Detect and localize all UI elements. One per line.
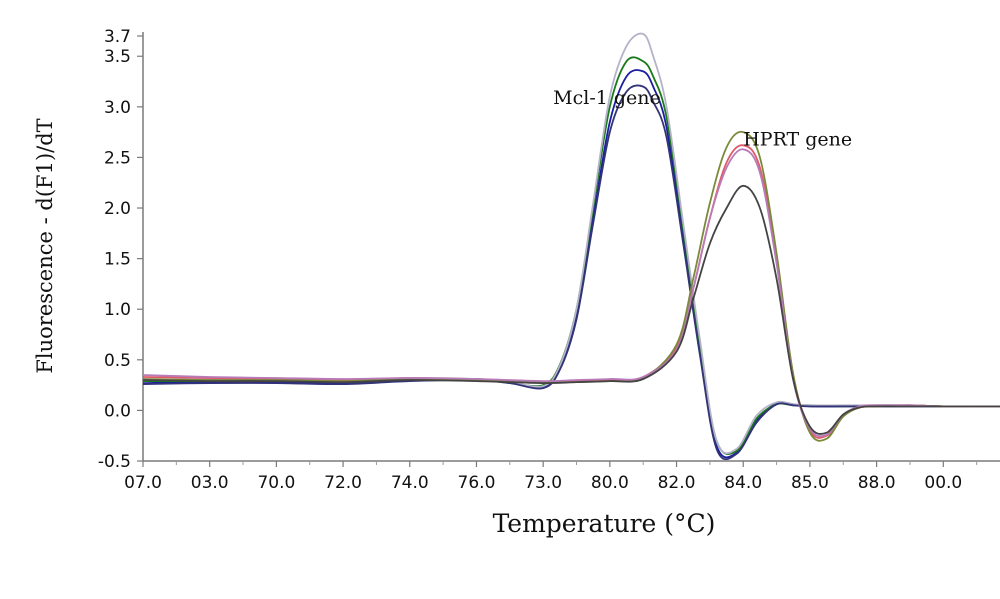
annotation-1: Mcl-1 gene bbox=[553, 87, 661, 109]
x-axis-ticks: 07.0 03.0 70.0 72.0 74.0 76.0 73.0 80.0 82.0 84.0… bbox=[124, 461, 978, 493]
series-line-6 bbox=[142, 130, 1000, 442]
x-axis-title: Temperature (°C) bbox=[493, 509, 716, 538]
annotations: Mcl-1 gene HPRT gene bbox=[553, 87, 852, 150]
y-tick-label: 3.5 bbox=[104, 47, 131, 67]
x-tick-label: 84.0 bbox=[724, 473, 762, 493]
series-line-7 bbox=[142, 148, 1000, 438]
x-tick-label: 70.0 bbox=[257, 473, 295, 493]
x-tick-label: 74.0 bbox=[391, 473, 429, 493]
series-line-4 bbox=[142, 84, 1000, 461]
axes bbox=[142, 32, 1000, 462]
x-tick-label: 82.0 bbox=[658, 473, 696, 493]
y-tick-label: 1.0 bbox=[104, 300, 131, 320]
x-tick-label: 76.0 bbox=[458, 473, 496, 493]
x-tick-label: 80.0 bbox=[591, 473, 629, 493]
y-tick-label: 2.0 bbox=[104, 199, 131, 219]
series-line-5 bbox=[142, 144, 1000, 439]
y-tick-label: 1.5 bbox=[104, 250, 131, 270]
y-tick-label: 0.0 bbox=[104, 401, 131, 421]
series-line-8 bbox=[142, 184, 1000, 435]
x-tick-label: 03.0 bbox=[191, 473, 229, 493]
series-line-1 bbox=[142, 69, 1000, 459]
x-tick-label: 73.0 bbox=[524, 473, 562, 493]
series-line-2 bbox=[142, 56, 1000, 455]
y-axis-title: Fluorescence - d(F1)/dT bbox=[33, 118, 57, 373]
y-axis-ticks: -0.5 0.0 0.5 1.0 1.5 2.0 2.5 3.0 3.53.7 bbox=[98, 27, 143, 472]
x-tick-label: 72.0 bbox=[324, 473, 362, 493]
y-tick-label: 2.5 bbox=[104, 148, 131, 168]
x-tick-label: 07.0 bbox=[124, 473, 162, 493]
annotation-2: HPRT gene bbox=[743, 128, 852, 150]
x-tick-label: 88.0 bbox=[858, 473, 896, 493]
x-tick-label: 00.0 bbox=[924, 473, 962, 493]
y-tick-label: 3.7 bbox=[104, 27, 131, 47]
x-tick-label: 85.0 bbox=[791, 473, 829, 493]
y-tick-label: 3.0 bbox=[104, 98, 131, 118]
series-layer bbox=[142, 32, 1000, 461]
y-tick-label: -0.5 bbox=[98, 452, 131, 472]
y-tick-label: 0.5 bbox=[104, 351, 131, 371]
